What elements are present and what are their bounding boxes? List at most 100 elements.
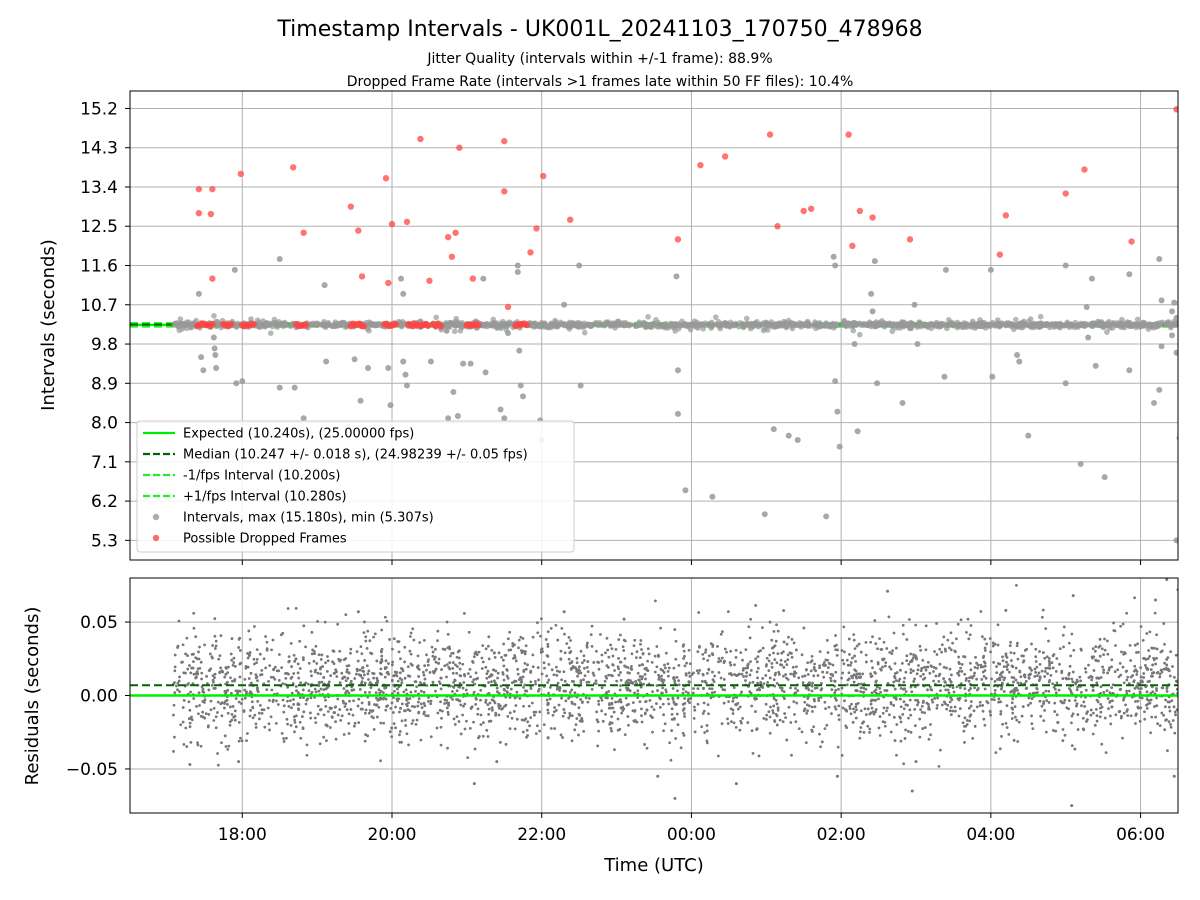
interval-point	[653, 317, 659, 323]
dropped-frame-point	[209, 275, 216, 282]
residual-point	[1094, 658, 1098, 662]
residual-point	[1145, 690, 1149, 694]
residual-point	[560, 626, 564, 630]
residual-point	[729, 707, 733, 711]
residual-point	[554, 665, 558, 669]
residual-point	[1163, 661, 1166, 665]
residual-point	[426, 663, 430, 667]
residual-point	[237, 646, 241, 649]
residual-point	[942, 635, 946, 639]
interval-point	[239, 378, 246, 385]
residual-point	[386, 662, 390, 665]
residual-point	[1014, 666, 1018, 670]
dropped-frame-points	[194, 106, 1178, 330]
residual-point	[282, 710, 286, 714]
residual-point	[394, 673, 397, 677]
residual-point	[1028, 673, 1032, 677]
residual-point	[1163, 705, 1167, 709]
residual-point	[644, 677, 647, 681]
residual-point	[612, 710, 616, 714]
residual-point	[730, 673, 734, 677]
residual-point	[666, 669, 670, 673]
residual-point	[810, 730, 814, 733]
residual-point	[223, 675, 227, 679]
residual-point	[1022, 654, 1025, 658]
residual-point	[921, 658, 925, 662]
residual-point	[275, 699, 278, 703]
residual-point	[923, 726, 927, 729]
residual-point	[822, 675, 826, 679]
residual-point	[379, 649, 383, 653]
residual-point	[722, 661, 726, 665]
residual-point	[346, 676, 350, 680]
residual-point	[992, 660, 996, 664]
residual-point	[425, 668, 428, 672]
residual-point	[257, 711, 261, 715]
residual-point	[400, 666, 403, 670]
residual-point	[231, 705, 235, 708]
residual-point	[455, 671, 459, 675]
residual-point	[1080, 704, 1083, 708]
residual-point	[497, 706, 501, 710]
residual-point	[672, 700, 676, 704]
residual-point	[363, 620, 366, 624]
residual-point	[252, 657, 256, 661]
interval-point	[581, 322, 588, 329]
residual-point	[490, 648, 494, 652]
residual-point	[1172, 774, 1176, 778]
residual-point	[200, 671, 204, 675]
residual-point	[1040, 615, 1044, 619]
residual-point	[834, 670, 838, 674]
residual-point	[475, 653, 479, 657]
residual-point	[1134, 713, 1138, 717]
interval-point	[1040, 321, 1047, 328]
interval-point	[517, 382, 524, 389]
residual-point	[1076, 685, 1080, 689]
residual-point	[297, 676, 301, 680]
residual-point	[562, 689, 566, 693]
residual-point	[597, 661, 600, 664]
residual-point	[1043, 656, 1047, 660]
residual-point	[513, 727, 517, 731]
residual-point	[819, 745, 822, 749]
residual-point	[1145, 632, 1149, 635]
residual-point	[385, 671, 389, 675]
residual-point	[1009, 651, 1013, 655]
residual-point	[344, 691, 347, 695]
interval-point	[457, 328, 464, 334]
chart-title: Timestamp Intervals - UK001L_20241103_17…	[276, 17, 922, 42]
residual-point	[1070, 804, 1074, 808]
dropped-frame-point	[403, 218, 411, 226]
residual-point	[818, 650, 822, 654]
residual-point	[843, 650, 846, 654]
residual-point	[749, 617, 753, 621]
interval-point	[1169, 332, 1176, 339]
residual-point	[983, 687, 987, 691]
residual-point	[1003, 676, 1007, 680]
residual-point	[349, 679, 353, 683]
residual-point	[604, 712, 607, 716]
dropped-frame-point	[360, 322, 367, 330]
residual-point	[755, 670, 759, 674]
residual-point	[1030, 642, 1033, 646]
residual-point	[796, 689, 800, 692]
residual-point	[1047, 639, 1050, 643]
residual-point	[1098, 654, 1102, 658]
residual-point	[401, 669, 405, 673]
residual-point	[851, 676, 854, 680]
residual-point	[967, 706, 971, 710]
residual-point	[949, 713, 953, 717]
residual-point	[863, 707, 867, 711]
interval-point	[642, 320, 649, 327]
residual-point	[920, 710, 924, 714]
residual-point	[300, 715, 304, 718]
residual-point	[856, 701, 860, 705]
residual-point	[312, 659, 316, 663]
residual-point	[893, 662, 897, 665]
residual-point	[1153, 611, 1157, 615]
residual-point	[349, 647, 353, 651]
interval-point	[612, 325, 618, 331]
residual-point	[640, 677, 644, 681]
residual-point	[631, 682, 635, 685]
residual-point	[239, 661, 243, 665]
